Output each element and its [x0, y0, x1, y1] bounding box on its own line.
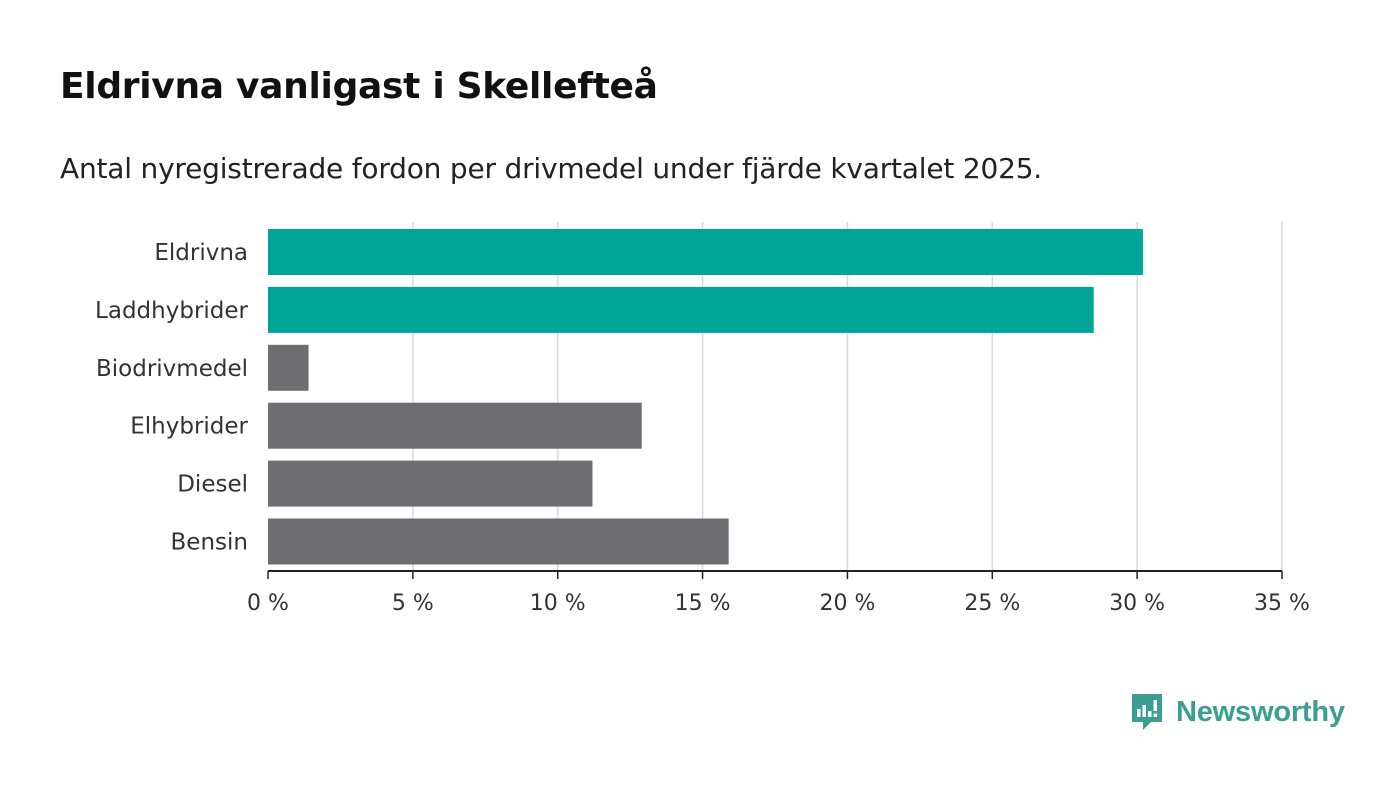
bar-elhybrider [268, 402, 642, 449]
x-tick-label: 0 % [247, 591, 289, 616]
x-tick-label: 25 % [964, 591, 1020, 616]
newsworthy-logo-icon [1132, 694, 1162, 730]
bar-eldrivna [268, 229, 1143, 275]
newsworthy-logo: Newsworthy [1130, 692, 1345, 732]
category-label: Eldrivna [154, 240, 248, 266]
grid-lines [412, 222, 1283, 571]
category-label: Elhybrider [130, 414, 248, 440]
chart-subtitle: Antal nyregistrerade fordon per drivmede… [60, 152, 1043, 185]
x-tick-label: 20 % [819, 591, 875, 616]
brand-name: Newsworthy [1176, 695, 1345, 728]
category-labels: Eldrivna Laddhybrider Biodrivmedel Elhybrid… [95, 240, 248, 556]
bar-biodrivmedel [268, 344, 309, 391]
category-label: Bensin [171, 530, 248, 556]
x-tick-label: 30 % [1109, 591, 1165, 616]
x-tick-label: 10 % [530, 591, 586, 616]
x-tick-label: 15 % [675, 591, 731, 616]
chart-title: Eldrivna vanligast i Skellefteå [60, 66, 658, 107]
x-tick-label: 35 % [1254, 591, 1310, 616]
category-label: Biodrivmedel [96, 356, 248, 382]
bar-bensin [268, 518, 729, 565]
bar-diesel [268, 460, 593, 507]
x-tick-label: 5 % [392, 591, 434, 616]
bar-laddhybrider [268, 286, 1094, 333]
x-axis: 0 % 5 % 10 % 15 % 20 % 25 % 30 % 35 % [247, 570, 1310, 616]
bars [268, 229, 1143, 565]
category-label: Diesel [177, 472, 248, 498]
category-label: Laddhybrider [95, 298, 248, 324]
